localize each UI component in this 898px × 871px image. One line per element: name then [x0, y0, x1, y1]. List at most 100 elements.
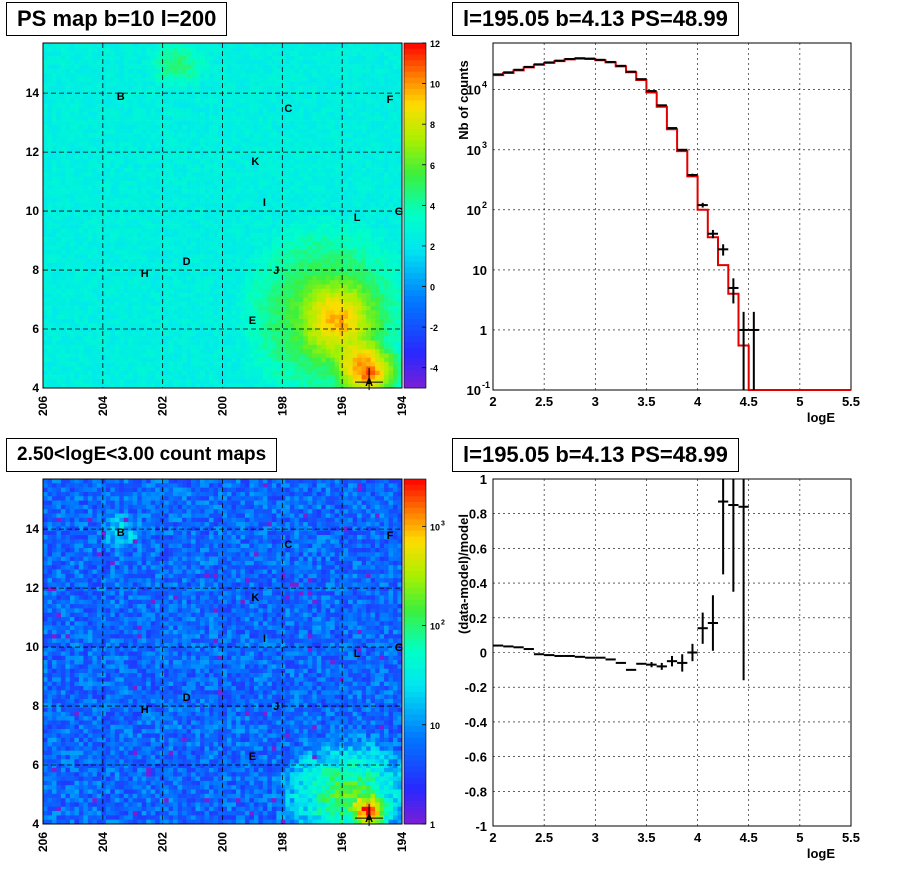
ps-heatmap-cells: [43, 43, 403, 389]
ps-colorbar-band: [404, 123, 426, 130]
residual-xtick-label: 5: [796, 830, 803, 845]
count-colorbar-band: [404, 812, 426, 819]
ps-colorbar-band: [404, 100, 426, 107]
count-colorbar-band: [404, 559, 426, 566]
spectrum-xtick-label: 4.5: [740, 394, 758, 409]
count-colorbar-band: [404, 668, 426, 675]
spectrum-ytick-label: 10: [467, 143, 481, 158]
count-colorbar-band: [404, 726, 426, 733]
count-colorbar-band: [404, 691, 426, 698]
ps-colorbar-band: [404, 370, 426, 377]
residual-ytick-label: -1: [475, 819, 487, 834]
ps-colorbar-band: [404, 255, 426, 262]
spectrum-ytick-exp: 2: [482, 200, 487, 210]
count-colorbar-band: [404, 760, 426, 767]
ps-colorbar-band: [404, 227, 426, 234]
ps-colorbar-band: [404, 250, 426, 257]
count-colorbar-band: [404, 484, 426, 491]
count-xtick-label: 202: [156, 832, 170, 852]
ps-colorbar-band: [404, 267, 426, 274]
ps-colorbar-band: [404, 66, 426, 73]
ps-xtick-label: 196: [335, 396, 349, 416]
spectrum-title: l=195.05 b=4.13 PS=48.99: [452, 2, 739, 36]
count-source-label-D: D: [183, 692, 191, 704]
spectrum-xtick-label: 2.5: [535, 394, 553, 409]
count-colorbar-band: [404, 617, 426, 624]
ps-colorbar-band: [404, 382, 426, 389]
count-colorbar-band: [404, 628, 426, 635]
ps-colorbar-band: [404, 209, 426, 216]
count-xtick-label: 204: [96, 832, 110, 852]
spectrum-ytick-label: 10: [467, 83, 481, 98]
count-colorbar-band: [404, 588, 426, 595]
ps-colorbar-band: [404, 129, 426, 136]
count-colorbar-band: [404, 755, 426, 762]
ps-colorbar-band: [404, 261, 426, 268]
ps-ytick-label: 4: [32, 381, 39, 395]
ps-colorbar-band: [404, 89, 426, 96]
ps-ytick-label: 8: [32, 263, 39, 277]
residual-ytick-label: 0: [480, 646, 487, 661]
residual-ytick-label: 1: [480, 472, 487, 487]
count-colorbar-band: [404, 519, 426, 526]
count-map-title: 2.50<logE<3.00 count maps: [6, 438, 278, 472]
ps-source-label-F: F: [387, 94, 394, 106]
residual-ytick-label: -0.8: [465, 784, 487, 799]
ps-colorbar-band: [404, 60, 426, 67]
ps-xtick-label: 206: [36, 396, 50, 416]
count-heatmap-cells: [43, 479, 403, 825]
count-source-label-L: L: [354, 648, 361, 660]
ps-colorbar-band: [404, 284, 426, 291]
count-xtick-label: 194: [395, 832, 409, 852]
ps-colorbar-band: [404, 163, 426, 170]
spectrum-xlabel: logE: [807, 410, 835, 425]
count-colorbar-band: [404, 772, 426, 779]
spectrum-ytick-label: 10: [473, 263, 487, 278]
ps-colorbar-band: [404, 238, 426, 245]
count-ytick-label: 12: [26, 581, 40, 595]
residual-xtick-label: 5.5: [842, 830, 860, 845]
count-colorbar-band: [404, 651, 426, 658]
spectrum-ytick-label: 10: [467, 203, 481, 218]
ps-xtick-label: 202: [156, 396, 170, 416]
count-colorbar-band: [404, 496, 426, 503]
ps-colorbar-band: [404, 152, 426, 159]
count-colorbar-band: [404, 714, 426, 721]
ps-colorbar-band: [404, 43, 426, 50]
ps-source-label-E: E: [249, 315, 256, 327]
count-colorbar-band: [404, 680, 426, 687]
ps-source-label-H: H: [141, 268, 149, 280]
ps-colorbar-band: [404, 94, 426, 101]
ps-source-label-L: L: [354, 212, 361, 224]
count-colorbar-band: [404, 548, 426, 555]
residual-ytick-label: -0.2: [465, 680, 487, 695]
ps-colorbar-band: [404, 198, 426, 205]
count-colorbar-band: [404, 622, 426, 629]
ps-source-label-G: G: [395, 206, 404, 218]
count-ytick-label: 10: [26, 640, 40, 654]
count-source-label-F: F: [387, 530, 394, 542]
count-xtick-label: 198: [275, 832, 289, 852]
count-source-label-J: J: [273, 701, 279, 713]
ps-colorbar-band: [404, 71, 426, 78]
ps-colorbar-band: [404, 146, 426, 153]
ps-colorbar-band: [404, 324, 426, 331]
ps-colorbar-band: [404, 117, 426, 124]
ps-colorbar-band: [404, 232, 426, 239]
count-source-label-B: B: [117, 527, 125, 539]
count-colorbar-band: [404, 553, 426, 560]
count-colorbar-band: [404, 749, 426, 756]
count-colorbar-label-exp: 2: [441, 620, 445, 627]
count-source-label-H: H: [141, 704, 149, 716]
ps-ytick-label: 10: [26, 204, 40, 218]
count-colorbar-band: [404, 513, 426, 520]
count-colorbar-band: [404, 530, 426, 537]
ps-colorbar-band: [404, 48, 426, 55]
ps-colorbar-band: [404, 336, 426, 343]
residual-ytick-label: 0.8: [469, 507, 487, 522]
spectrum-xtick-label: 5: [796, 394, 803, 409]
ps-xtick-label: 204: [96, 396, 110, 416]
ps-colorbar-label: 4: [430, 201, 435, 211]
ps-colorbar-band: [404, 77, 426, 84]
